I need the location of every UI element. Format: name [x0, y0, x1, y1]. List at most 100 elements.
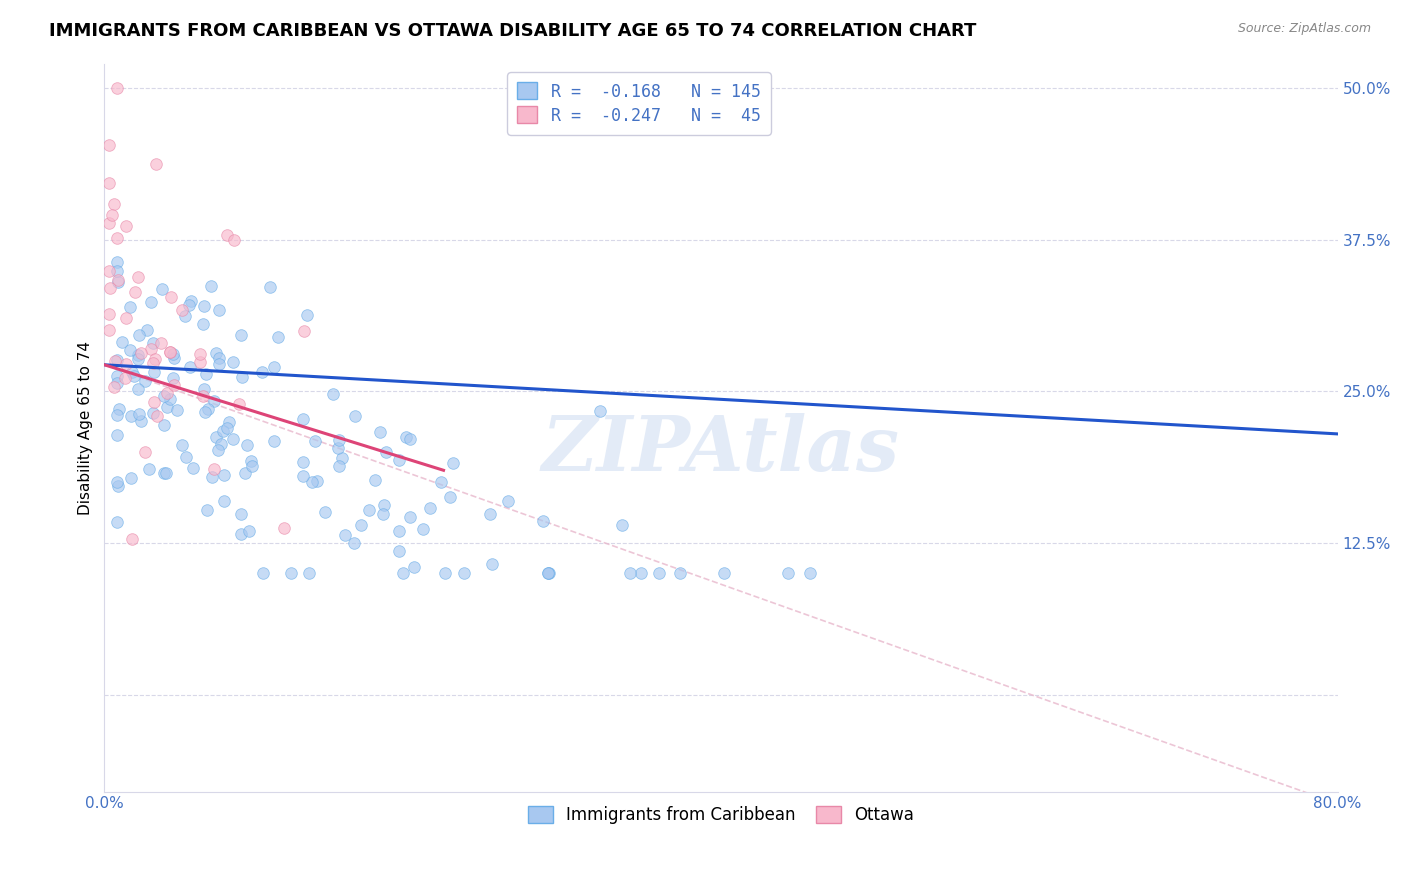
- Point: [127, 352, 149, 367]
- Point: [776, 566, 799, 581]
- Point: [127, 348, 149, 362]
- Point: [292, 412, 315, 426]
- Point: [101, 208, 124, 222]
- Point: [107, 275, 129, 289]
- Point: [373, 498, 395, 512]
- Point: [115, 310, 138, 325]
- Point: [314, 505, 336, 519]
- Point: [152, 389, 174, 403]
- Point: [263, 360, 285, 375]
- Point: [172, 302, 194, 317]
- Point: [156, 385, 179, 400]
- Point: [250, 365, 273, 379]
- Point: [357, 502, 380, 516]
- Point: [103, 380, 125, 394]
- Point: [143, 365, 166, 379]
- Point: [166, 403, 188, 417]
- Point: [107, 479, 129, 493]
- Point: [404, 560, 426, 574]
- Point: [195, 502, 218, 516]
- Point: [328, 433, 350, 447]
- Point: [350, 517, 373, 532]
- Point: [233, 467, 256, 481]
- Point: [180, 294, 202, 309]
- Point: [240, 458, 263, 473]
- Point: [98, 138, 121, 153]
- Point: [155, 466, 177, 480]
- Point: [121, 532, 143, 546]
- Point: [191, 389, 214, 403]
- Point: [122, 368, 145, 383]
- Point: [398, 433, 420, 447]
- Point: [214, 493, 236, 508]
- Point: [194, 405, 217, 419]
- Point: [181, 461, 204, 475]
- Point: [120, 409, 142, 423]
- Point: [322, 386, 344, 401]
- Point: [412, 522, 434, 536]
- Point: [212, 468, 235, 483]
- Point: [252, 566, 274, 581]
- Point: [163, 351, 186, 366]
- Point: [127, 383, 149, 397]
- Point: [149, 335, 172, 350]
- Point: [114, 357, 136, 371]
- Point: [105, 352, 128, 367]
- Point: [588, 404, 610, 418]
- Point: [343, 409, 366, 424]
- Point: [172, 438, 194, 452]
- Point: [200, 279, 222, 293]
- Point: [105, 427, 128, 442]
- Point: [179, 359, 201, 374]
- Point: [221, 432, 243, 446]
- Point: [388, 524, 411, 538]
- Point: [98, 281, 121, 295]
- Point: [197, 401, 219, 416]
- Point: [193, 299, 215, 313]
- Point: [371, 507, 394, 521]
- Point: [280, 566, 302, 581]
- Point: [295, 308, 318, 322]
- Point: [343, 535, 366, 549]
- Point: [146, 409, 169, 423]
- Point: [134, 445, 156, 459]
- Point: [292, 468, 315, 483]
- Point: [375, 444, 398, 458]
- Point: [648, 566, 671, 581]
- Point: [143, 351, 166, 366]
- Point: [201, 470, 224, 484]
- Point: [222, 355, 245, 369]
- Text: Source: ZipAtlas.com: Source: ZipAtlas.com: [1237, 22, 1371, 36]
- Point: [292, 324, 315, 338]
- Point: [98, 264, 121, 278]
- Point: [204, 430, 226, 444]
- Point: [231, 370, 253, 384]
- Point: [142, 356, 165, 370]
- Point: [713, 566, 735, 581]
- Point: [610, 518, 633, 533]
- Point: [128, 407, 150, 421]
- Point: [205, 345, 228, 359]
- Point: [98, 216, 121, 230]
- Point: [129, 414, 152, 428]
- Point: [364, 473, 387, 487]
- Point: [240, 454, 263, 468]
- Point: [398, 510, 420, 524]
- Point: [669, 566, 692, 581]
- Point: [202, 393, 225, 408]
- Point: [111, 334, 134, 349]
- Point: [124, 285, 146, 299]
- Point: [439, 490, 461, 504]
- Point: [496, 494, 519, 508]
- Point: [298, 566, 321, 581]
- Point: [159, 345, 181, 359]
- Point: [231, 507, 253, 521]
- Point: [129, 346, 152, 360]
- Point: [391, 566, 413, 581]
- Point: [105, 475, 128, 489]
- Point: [291, 455, 314, 469]
- Point: [191, 317, 214, 331]
- Point: [193, 383, 215, 397]
- Point: [238, 524, 260, 538]
- Point: [218, 415, 240, 429]
